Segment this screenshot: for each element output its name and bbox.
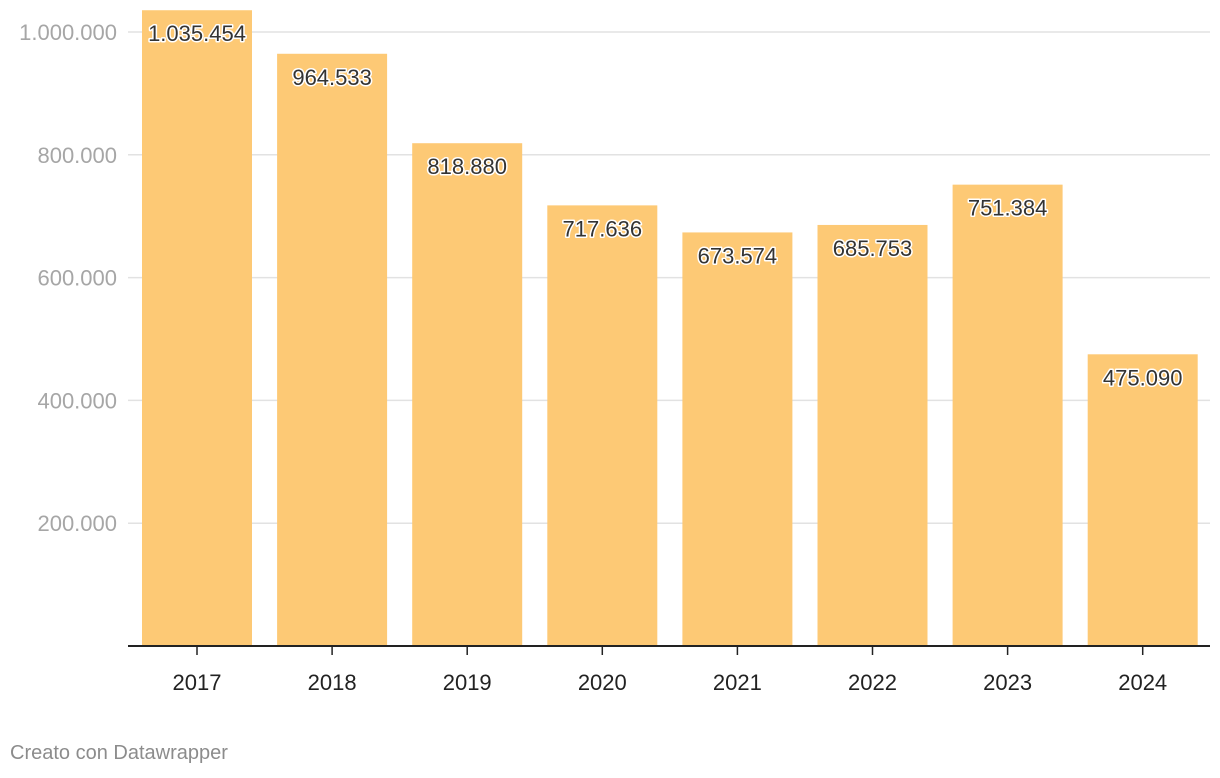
x-tick-label: 2024 [1118, 670, 1167, 695]
data-label: 818.880 [427, 154, 507, 179]
bar [682, 232, 793, 646]
y-tick-label: 1.000.000 [19, 20, 117, 45]
data-label: 964.533 [292, 65, 372, 90]
data-label: 751.384 [968, 196, 1048, 221]
y-tick-label: 800.000 [37, 143, 117, 168]
bar [547, 205, 658, 646]
x-tick-label: 2018 [308, 670, 357, 695]
bar [1087, 354, 1198, 646]
data-label: 717.636 [563, 216, 643, 241]
x-tick-label: 2023 [983, 670, 1032, 695]
y-tick-label: 600.000 [37, 266, 117, 291]
data-label: 685.753 [833, 236, 913, 261]
bar [277, 53, 388, 647]
x-tick-label: 2022 [848, 670, 897, 695]
x-tick-label: 2017 [173, 670, 222, 695]
bar-chart: 200.000 400.000 600.000 800.000 1.000.000 1.0… [19, 10, 1210, 695]
data-label: 1.035.454 [148, 21, 246, 46]
data-label: 673.574 [698, 243, 778, 268]
x-tick-label: 2020 [578, 670, 627, 695]
bar [412, 143, 523, 646]
bar [142, 10, 252, 646]
bar [817, 224, 928, 646]
bar [952, 184, 1063, 647]
credit-text: Creato con Datawrapper [10, 742, 228, 764]
x-tick-label: 2019 [443, 670, 492, 695]
y-tick-label: 400.000 [37, 388, 117, 413]
x-tick-label: 2021 [713, 670, 762, 695]
data-label: 475.090 [1103, 365, 1183, 390]
y-tick-label: 200.000 [37, 511, 117, 536]
